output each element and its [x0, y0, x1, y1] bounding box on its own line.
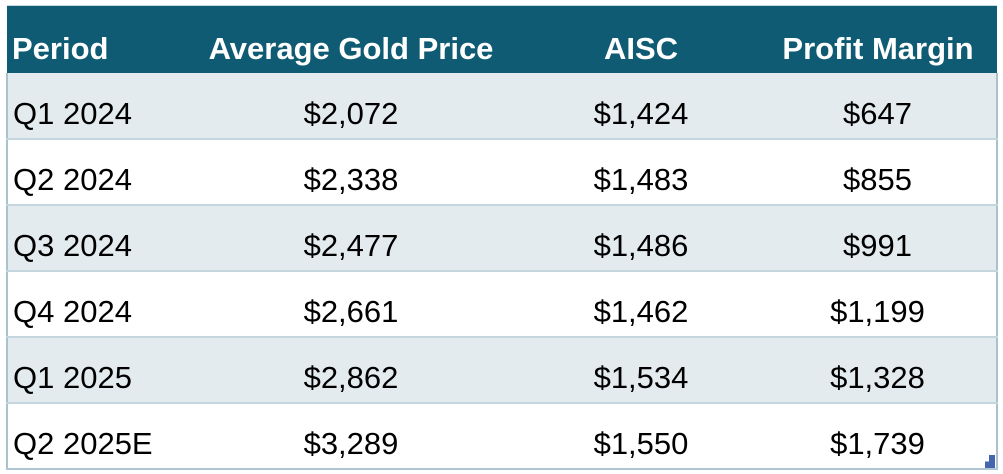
cell-period[interactable]: Q1 2024 [6, 72, 201, 140]
cell-profit-margin[interactable]: $647 [781, 72, 998, 140]
table-row: Q2 2025E $3,289 $1,550 $1,739 [6, 402, 998, 470]
table-row: Q1 2024 $2,072 $1,424 $647 [6, 72, 998, 140]
cell-profit-margin[interactable]: $991 [781, 204, 998, 272]
cell-aisc[interactable]: $1,424 [501, 72, 781, 140]
cell-avg-gold-price[interactable]: $3,289 [201, 402, 501, 470]
cell-period[interactable]: Q4 2024 [6, 270, 201, 338]
column-header-profit-margin[interactable]: Profit Margin [781, 5, 997, 73]
cell-period[interactable]: Q2 2025E [6, 402, 201, 470]
table-row: Q1 2025 $2,862 $1,534 $1,328 [6, 336, 998, 404]
cell-avg-gold-price[interactable]: $2,477 [201, 204, 501, 272]
cell-avg-gold-price[interactable]: $2,862 [201, 336, 501, 404]
cell-profit-margin[interactable]: $1,199 [781, 270, 998, 338]
cell-profit-margin[interactable]: $1,739 [781, 402, 998, 470]
cell-aisc[interactable]: $1,486 [501, 204, 781, 272]
table-row: Q4 2024 $2,661 $1,462 $1,199 [6, 270, 998, 338]
cell-avg-gold-price[interactable]: $2,661 [201, 270, 501, 338]
cell-avg-gold-price[interactable]: $2,338 [201, 138, 501, 206]
cell-profit-margin[interactable]: $1,328 [781, 336, 998, 404]
table-row: Q3 2024 $2,477 $1,486 $991 [6, 204, 998, 272]
cell-period[interactable]: Q2 2024 [6, 138, 201, 206]
header-row: Period Average Gold Price AISC Profit Ma… [7, 5, 997, 73]
cell-profit-margin[interactable]: $855 [781, 138, 998, 206]
cell-period[interactable]: Q3 2024 [6, 204, 201, 272]
cell-aisc[interactable]: $1,483 [501, 138, 781, 206]
gold-price-table: Period Average Gold Price AISC Profit Ma… [6, 5, 998, 470]
column-header-period[interactable]: Period [7, 5, 201, 73]
cell-aisc[interactable]: $1,462 [501, 270, 781, 338]
cell-aisc[interactable]: $1,550 [501, 402, 781, 470]
cell-period[interactable]: Q1 2025 [6, 336, 201, 404]
column-header-avg-gold-price[interactable]: Average Gold Price [201, 5, 501, 73]
fill-handle-icon[interactable] [985, 455, 995, 468]
cell-aisc[interactable]: $1,534 [501, 336, 781, 404]
cell-avg-gold-price[interactable]: $2,072 [201, 72, 501, 140]
column-header-aisc[interactable]: AISC [501, 5, 781, 73]
table-row: Q2 2024 $2,338 $1,483 $855 [6, 138, 998, 206]
